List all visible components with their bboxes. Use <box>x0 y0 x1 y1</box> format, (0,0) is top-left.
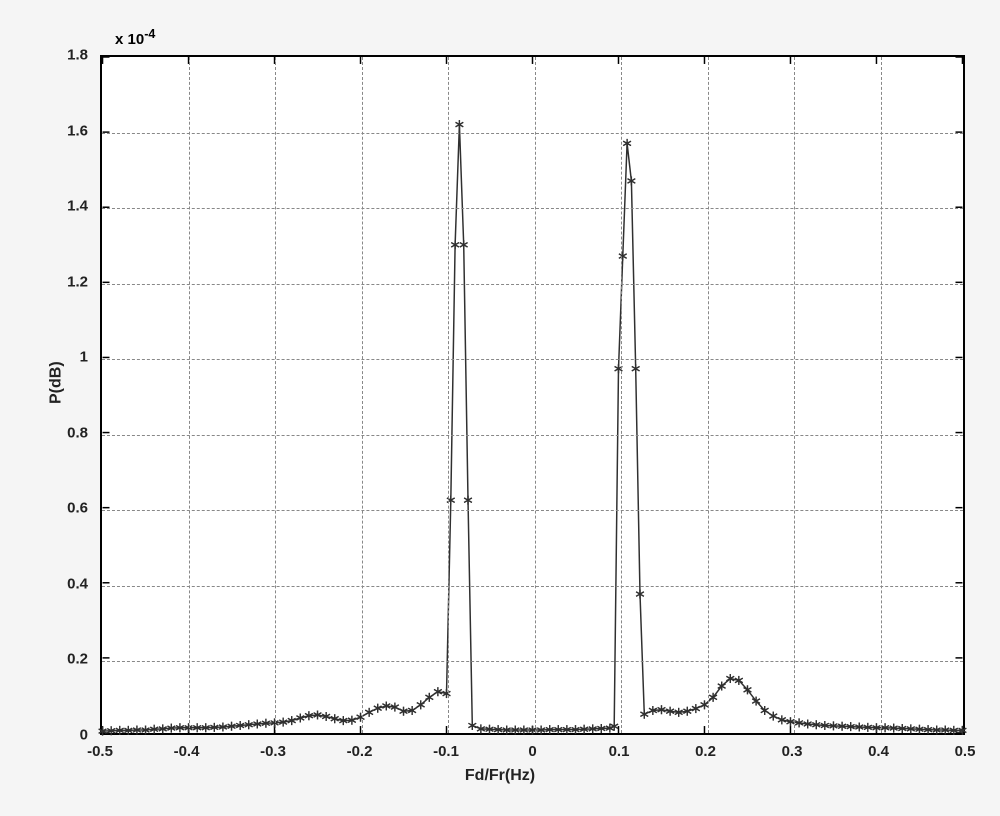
plot-svg <box>102 57 963 733</box>
x-tick-label: -0.1 <box>433 743 459 760</box>
y-axis-exponent: x 10-4 <box>115 27 155 48</box>
x-tick-label: -0.5 <box>87 743 113 760</box>
x-tick-label: 0.3 <box>782 743 803 760</box>
grid-line-horizontal <box>102 284 963 285</box>
grid-line-horizontal <box>102 208 963 209</box>
y-tick-label: 0.8 <box>67 424 88 441</box>
grid-line-vertical <box>621 57 622 733</box>
data-marker <box>623 139 631 148</box>
y-tick-label: 0 <box>80 727 88 744</box>
x-tick-label: -0.4 <box>174 743 200 760</box>
y-axis-label: P(dB) <box>47 361 65 404</box>
data-marker <box>769 712 777 721</box>
plot-area <box>100 55 965 735</box>
grid-line-horizontal <box>102 661 963 662</box>
grid-line-vertical <box>448 57 449 733</box>
data-marker <box>692 704 700 713</box>
x-tick-label: -0.2 <box>347 743 373 760</box>
x-tick-label: 0.1 <box>609 743 630 760</box>
data-marker <box>636 590 644 599</box>
grid-line-vertical <box>275 57 276 733</box>
x-tick-label: 0.2 <box>695 743 716 760</box>
data-marker <box>632 364 640 373</box>
grid-line-vertical <box>535 57 536 733</box>
chart-container: P(dB) Fd/Fr(Hz) x 10-4 -0.5 -0.4 -0.3 -0.2 -… <box>0 0 1000 816</box>
data-marker <box>451 240 459 249</box>
grid-line-vertical <box>794 57 795 733</box>
y-tick-label: 1.8 <box>67 47 88 64</box>
data-marker <box>628 176 636 185</box>
x-tick-label: -0.3 <box>260 743 286 760</box>
grid-line-horizontal <box>102 435 963 436</box>
grid-line-vertical <box>881 57 882 733</box>
y-tick-label: 1.6 <box>67 122 88 139</box>
exponent-base: x 10 <box>115 31 144 48</box>
grid-line-horizontal <box>102 359 963 360</box>
exponent-power: -4 <box>144 27 155 41</box>
data-marker <box>640 710 648 719</box>
data-marker <box>456 120 464 129</box>
grid-line-horizontal <box>102 586 963 587</box>
data-marker <box>365 708 373 717</box>
y-tick-label: 1.4 <box>67 198 88 215</box>
y-tick-label: 0.4 <box>67 575 88 592</box>
data-marker <box>460 240 468 249</box>
y-tick-label: 0.2 <box>67 651 88 668</box>
y-tick-label: 0.6 <box>67 500 88 517</box>
grid-line-vertical <box>189 57 190 733</box>
grid-line-vertical <box>362 57 363 733</box>
data-line <box>103 125 963 732</box>
x-axis-label: Fd/Fr(Hz) <box>465 767 535 785</box>
grid-line-vertical <box>708 57 709 733</box>
y-tick-label: 1 <box>80 349 88 366</box>
x-tick-label: 0 <box>528 743 536 760</box>
grid-line-horizontal <box>102 133 963 134</box>
y-tick-label: 1.2 <box>67 273 88 290</box>
x-tick-label: 0.4 <box>868 743 889 760</box>
x-tick-label: 0.5 <box>955 743 976 760</box>
data-marker <box>468 721 476 730</box>
grid-line-horizontal <box>102 510 963 511</box>
data-marker <box>464 496 472 505</box>
